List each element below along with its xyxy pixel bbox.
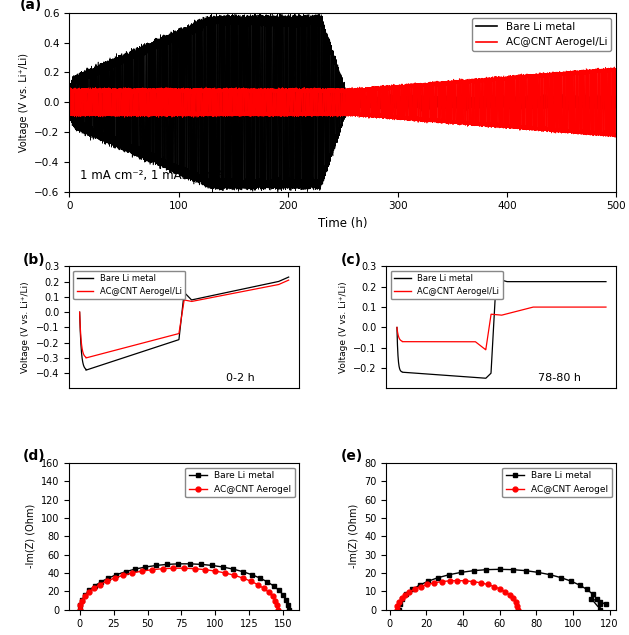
Text: 1 mA cm⁻², 1 mAh cm⁻²: 1 mA cm⁻², 1 mAh cm⁻² — [80, 170, 222, 182]
Y-axis label: Voltage (V vs. Li⁺/Li): Voltage (V vs. Li⁺/Li) — [338, 281, 348, 373]
Legend: Bare Li metal, AC@CNT Aerogel: Bare Li metal, AC@CNT Aerogel — [503, 467, 612, 497]
Text: 0-2 h: 0-2 h — [226, 373, 254, 383]
Y-axis label: -Im(Z) (Ohm): -Im(Z) (Ohm) — [349, 504, 359, 568]
Legend: Bare Li metal, AC@CNT Aerogel/Li: Bare Li metal, AC@CNT Aerogel/Li — [74, 271, 186, 299]
Text: (c): (c) — [340, 253, 362, 267]
Text: (d): (d) — [23, 449, 46, 463]
Text: (b): (b) — [23, 253, 46, 267]
Legend: Bare Li metal, AC@CNT Aerogel: Bare Li metal, AC@CNT Aerogel — [185, 467, 294, 497]
Text: (a): (a) — [20, 0, 42, 12]
Y-axis label: Voltage (V vs. Li⁺/Li): Voltage (V vs. Li⁺/Li) — [21, 281, 30, 373]
Legend: Bare Li metal, AC@CNT Aerogel/Li: Bare Li metal, AC@CNT Aerogel/Li — [472, 18, 611, 51]
Legend: Bare Li metal, AC@CNT Aerogel/Li: Bare Li metal, AC@CNT Aerogel/Li — [391, 271, 503, 299]
Text: 78-80 h: 78-80 h — [538, 373, 581, 383]
Y-axis label: Voltage (V vs. Li⁺/Li): Voltage (V vs. Li⁺/Li) — [19, 53, 29, 152]
Y-axis label: -Im(Z) (Ohm): -Im(Z) (Ohm) — [25, 504, 35, 568]
X-axis label: Time (h): Time (h) — [318, 217, 367, 230]
Text: (e): (e) — [340, 449, 363, 463]
